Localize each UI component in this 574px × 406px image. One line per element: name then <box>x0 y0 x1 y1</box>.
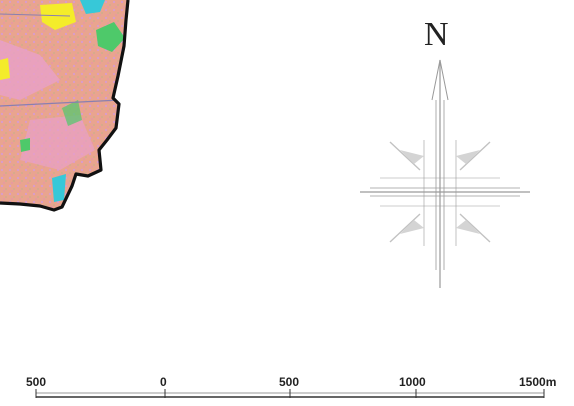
land-patch-pink <box>0 40 60 100</box>
land-patch-green <box>62 100 82 126</box>
north-arrow-compass <box>360 59 530 288</box>
land-patch-cyan <box>52 174 66 202</box>
scale-label-1000: 1000 <box>399 375 426 389</box>
scale-label-1500m: 1500m <box>519 375 557 389</box>
scale-label-500: 500 <box>279 375 300 389</box>
road-line <box>0 99 121 107</box>
region-boundary <box>0 0 130 212</box>
north-label: N <box>424 16 449 53</box>
land-patch-green <box>96 22 125 52</box>
scale-bar <box>35 389 545 398</box>
land-patch-green <box>20 138 30 152</box>
land-patch-yellow <box>40 3 76 30</box>
land-patch-pink <box>20 115 95 170</box>
land-patch-green <box>80 0 105 14</box>
road-line <box>0 13 71 17</box>
scale-label-500-west: 500 <box>26 375 47 389</box>
land-cover-region <box>0 0 128 210</box>
land-patch-yellow <box>0 58 10 80</box>
scale-label-0: 0 <box>160 375 167 389</box>
